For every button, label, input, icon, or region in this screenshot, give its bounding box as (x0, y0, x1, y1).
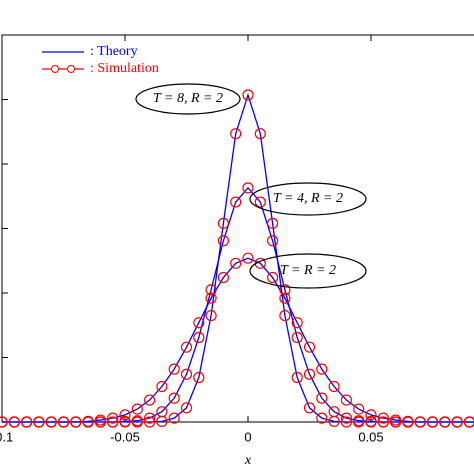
simulation-point (340, 394, 352, 406)
simulation-point (180, 341, 193, 353)
simulation-point (156, 406, 168, 418)
simulation-point (131, 415, 143, 427)
simulation-point (291, 317, 303, 329)
legend-symbol (51, 65, 59, 73)
plot-frame (1, 34, 474, 423)
simulation-point (70, 416, 82, 428)
simulation-point (353, 415, 365, 427)
simulation-point (230, 257, 242, 269)
simulation-point (291, 331, 303, 344)
simulation-point (144, 416, 156, 428)
simulation-point (8, 416, 20, 428)
simulation-point (205, 292, 217, 304)
simulation-point (267, 271, 279, 284)
simulation-point (303, 341, 316, 353)
simulation-point (230, 196, 242, 208)
simulation-point (426, 416, 439, 428)
simulation-point (242, 89, 254, 101)
simulation-point (144, 412, 156, 424)
simulation-point (463, 416, 474, 428)
theory-curve (2, 257, 474, 423)
simulation-point (328, 380, 340, 393)
simulation-point (217, 235, 229, 247)
x-tick-label: 0.05 (358, 429, 383, 444)
simulation-point (217, 271, 229, 284)
simulation-point (230, 128, 242, 140)
simulation-point (377, 416, 389, 428)
simulation-point (303, 368, 316, 380)
simulation-point (365, 415, 377, 427)
annotation: T = 8, R = 2 (153, 91, 223, 106)
simulation-point (131, 403, 143, 415)
simulation-point (242, 252, 254, 264)
simulation-point (57, 416, 70, 428)
annotation: T = R = 2 (280, 263, 336, 278)
simulation-point (316, 363, 328, 375)
simulation-point (242, 182, 254, 194)
simulation-point (340, 412, 352, 424)
simulation-point (21, 416, 33, 428)
simulation-point (390, 414, 402, 426)
simulation-point (217, 217, 229, 229)
simulation-point (340, 416, 352, 428)
annotation-ellipse (135, 83, 241, 115)
simulation-point (365, 409, 377, 421)
simulation-point (414, 416, 426, 428)
simulation-point (205, 284, 217, 296)
simulation-point (328, 406, 340, 418)
simulation-point (291, 371, 303, 384)
simulation-point (168, 412, 180, 424)
simulation-point (267, 217, 279, 229)
annotation-ellipse (249, 253, 367, 289)
legend-label: : Theory (90, 44, 138, 59)
simulation-point (82, 415, 94, 427)
simulation-point (144, 394, 156, 406)
simulation-point (33, 416, 45, 428)
simulation-point (193, 371, 205, 384)
x-tick-label: 0 (244, 429, 251, 444)
legend-symbol (67, 65, 75, 73)
simulation-point (254, 196, 266, 208)
simulation-point (439, 416, 451, 428)
simulation-point (180, 402, 193, 414)
annotation-ellipse (249, 182, 367, 216)
simulation-point (193, 317, 205, 329)
simulation-point (0, 416, 8, 428)
simulation-point (168, 392, 180, 404)
simulation-point (267, 235, 279, 247)
theory-curve (2, 186, 474, 423)
simulation-point (377, 412, 389, 424)
simulation-point (180, 368, 193, 380)
x-tick-label: -0.05 (110, 429, 140, 444)
simulation-point (107, 412, 119, 424)
simulation-point (451, 416, 463, 428)
annotation: T = 4, R = 2 (273, 191, 343, 206)
simulation-point (353, 403, 365, 415)
simulation-point (168, 363, 180, 375)
simulation-point (156, 380, 168, 393)
simulation-point (119, 415, 131, 427)
simulation-point (316, 412, 328, 424)
simulation-point (119, 409, 131, 421)
simulation-point (316, 392, 328, 404)
simulation-point (402, 415, 414, 427)
simulation-point (107, 416, 119, 428)
x-axis-label: x (244, 453, 252, 468)
simulation-point (205, 309, 217, 322)
simulation-point (279, 309, 291, 322)
simulation-point (45, 416, 57, 428)
x-tick-label: -0.1 (0, 429, 13, 444)
simulation-point (254, 128, 266, 140)
simulation-point (279, 292, 291, 304)
simulation-point (303, 402, 316, 414)
legend-label: : Simulation (90, 61, 159, 76)
simulation-point (279, 284, 291, 296)
simulation-point (193, 331, 205, 344)
simulation-point (94, 414, 107, 426)
